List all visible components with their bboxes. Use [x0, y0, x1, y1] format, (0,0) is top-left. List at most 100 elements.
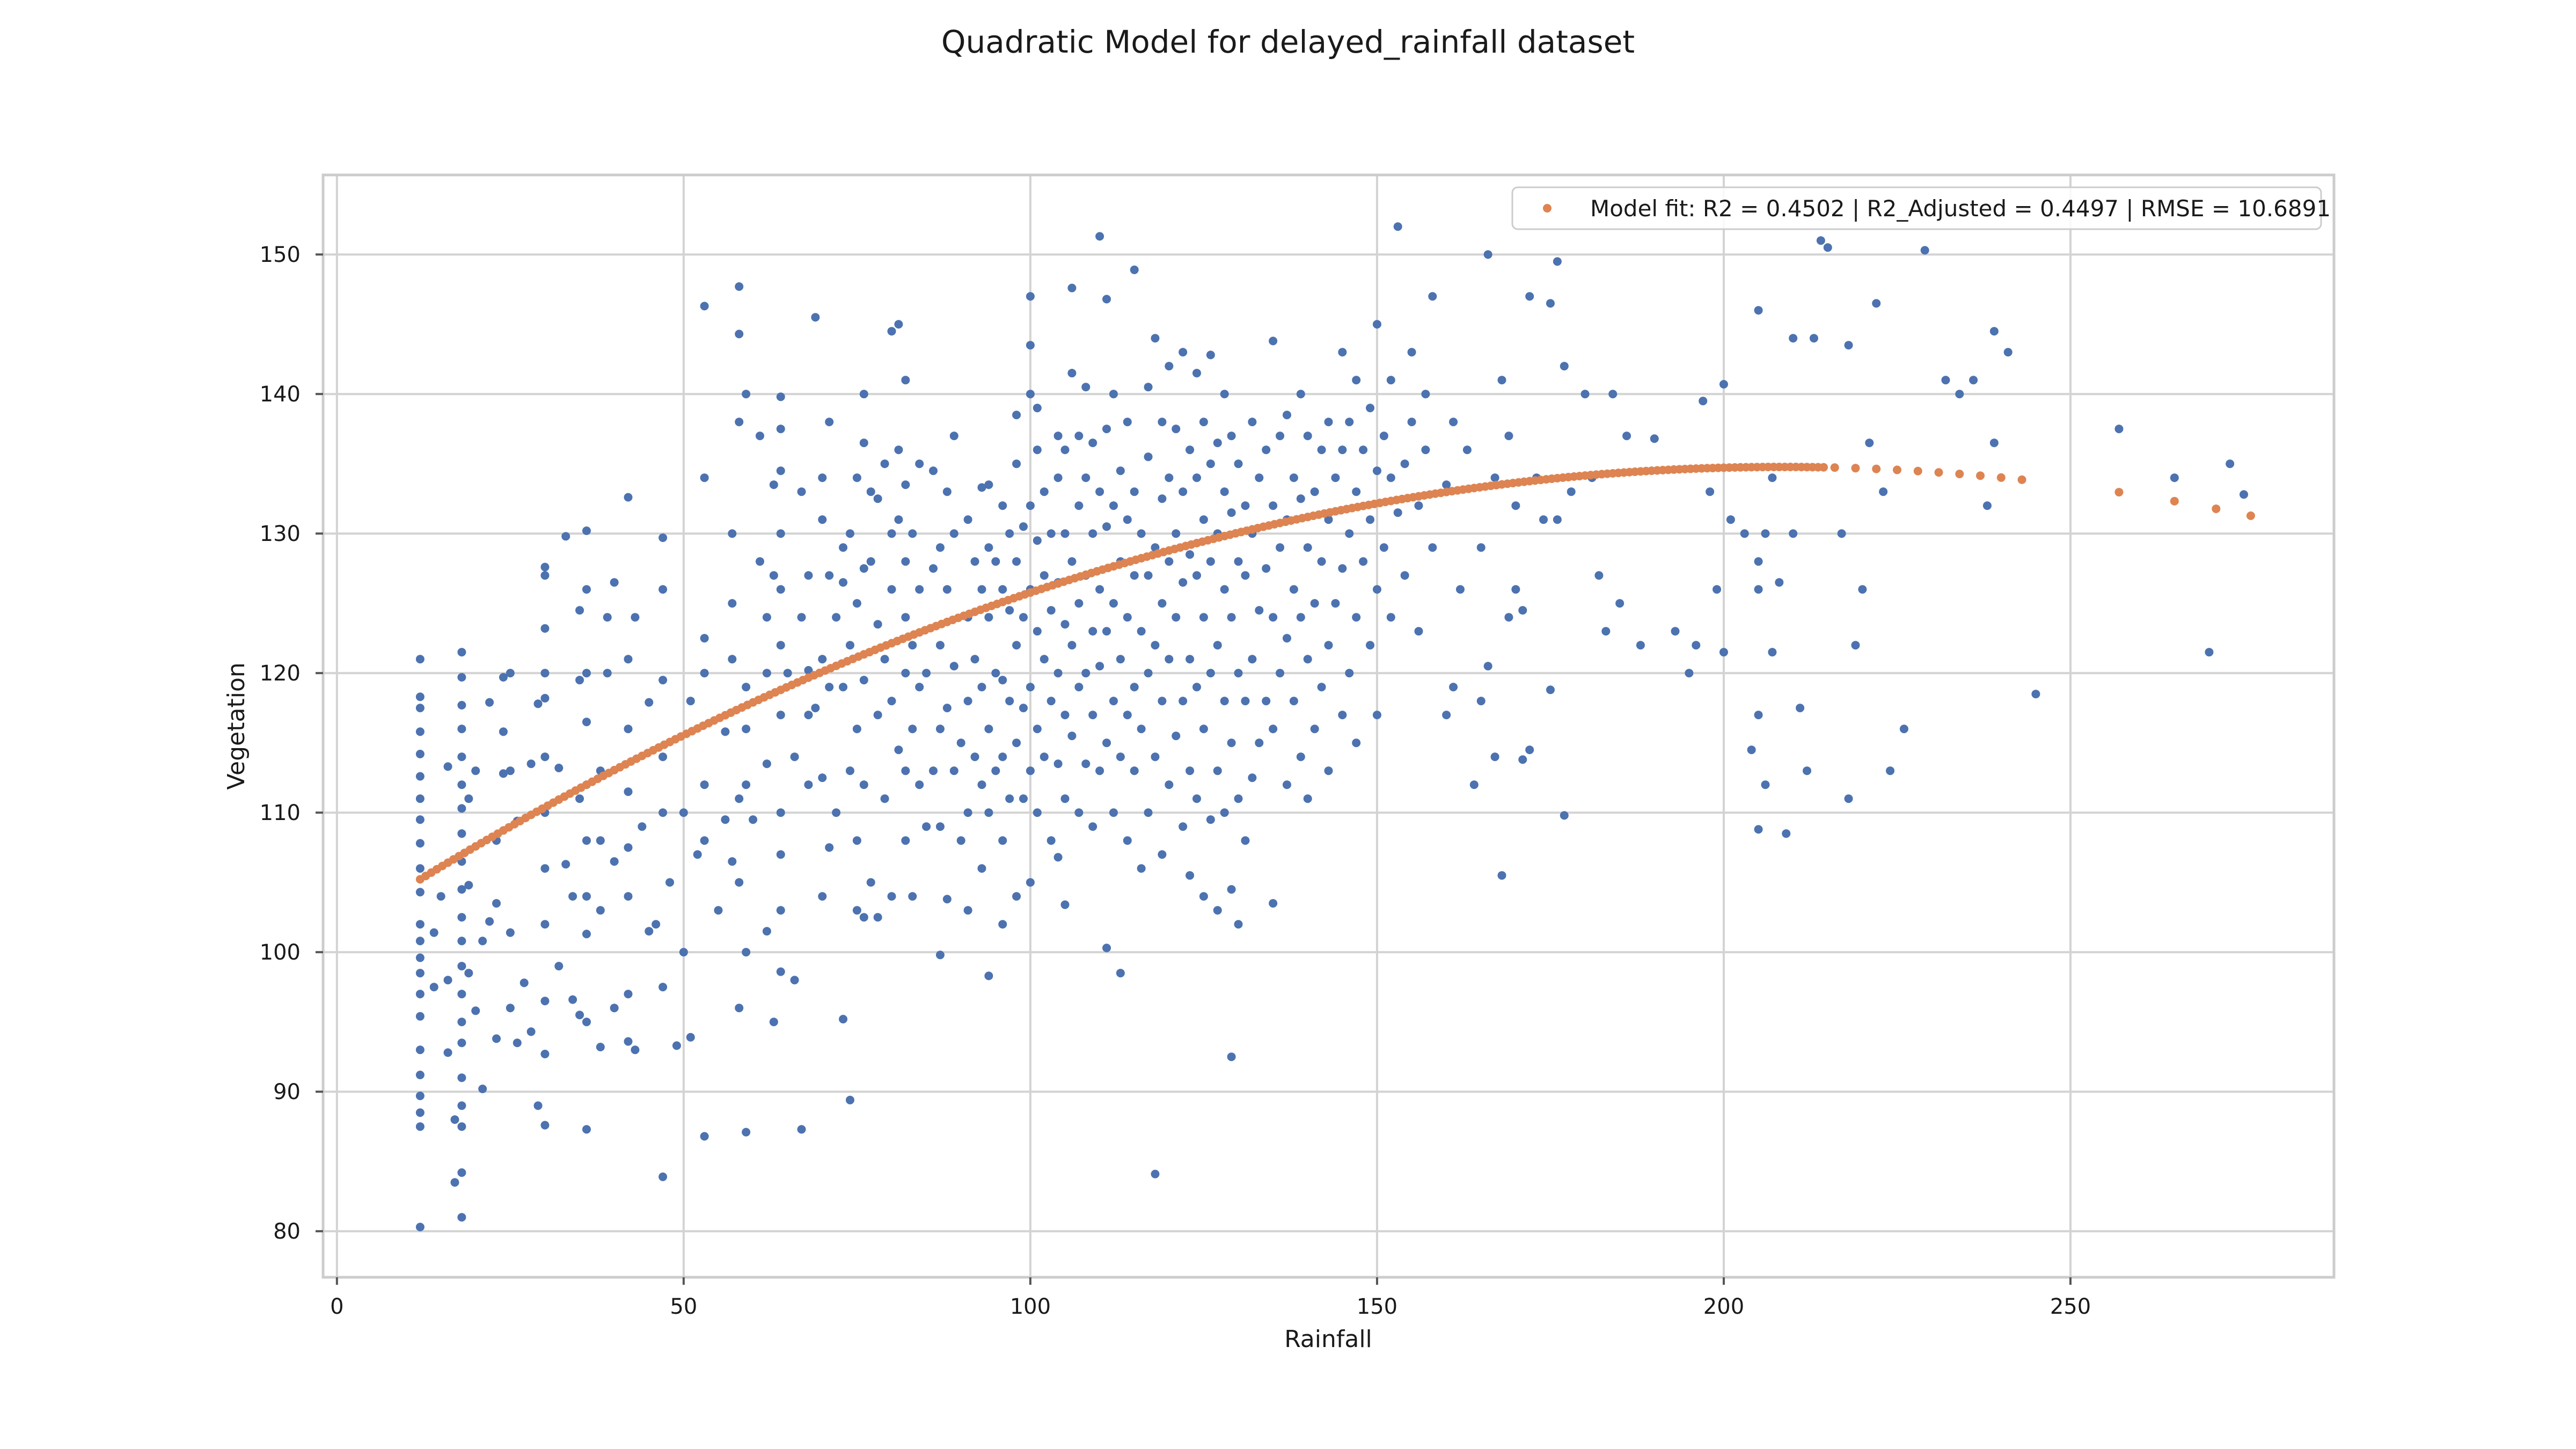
scatter-point	[887, 529, 896, 538]
scatter-point	[658, 585, 668, 594]
scatter-point	[457, 780, 466, 789]
scatter-point	[457, 936, 466, 946]
scatter-point	[1158, 418, 1167, 427]
plot-frame	[321, 173, 2336, 1279]
scatter-point	[1518, 606, 1527, 615]
scatter-point	[1151, 641, 1160, 650]
scatter-point	[1130, 571, 1139, 580]
scatter-point	[887, 697, 896, 706]
scatter-point	[811, 313, 820, 322]
scatter-point	[873, 913, 882, 922]
scatter-point	[1706, 487, 1715, 496]
scatter-point	[1137, 724, 1146, 734]
scatter-point	[1289, 697, 1298, 706]
scatter-point	[783, 669, 792, 678]
scatter-point	[457, 885, 466, 894]
scatter-point	[1324, 766, 1333, 775]
scatter-point	[1172, 529, 1181, 538]
scatter-point	[998, 676, 1007, 685]
scatter-point	[1761, 780, 1770, 789]
scatter-point	[1109, 697, 1118, 706]
scatter-point	[1754, 825, 1763, 834]
scatter-point	[554, 962, 564, 971]
scatter-point	[859, 676, 868, 685]
scatter-point	[839, 683, 848, 692]
scatter-point	[686, 697, 695, 706]
scatter-point	[1269, 724, 1278, 734]
scatter-point	[901, 836, 910, 845]
scatter-point	[1262, 697, 1271, 706]
scatter-point	[1102, 522, 1111, 531]
chart-title: Quadratic Model for delayed_rainfall dat…	[941, 24, 1635, 60]
scatter-point	[1095, 766, 1104, 775]
scatter-point	[1088, 822, 1097, 831]
scatter-point	[1192, 794, 1202, 803]
scatter-point	[1789, 334, 1798, 343]
scatter-point	[415, 1012, 425, 1021]
scatter-point	[1754, 557, 1763, 566]
scatter-point	[1699, 397, 1708, 406]
scatter-point	[1553, 515, 1562, 524]
scatter-point	[1081, 383, 1091, 392]
scatter-point	[457, 1213, 466, 1222]
scatter-point	[1428, 543, 1437, 552]
scatter-point	[1151, 1169, 1160, 1179]
scatter-point	[1692, 641, 1701, 650]
scatter-point	[735, 1004, 744, 1013]
scatter-point	[686, 1033, 695, 1042]
scatter-point	[804, 666, 813, 675]
scatter-point	[679, 948, 688, 957]
scatter-point	[526, 759, 536, 769]
scatter-point	[776, 711, 785, 720]
scatter-point	[582, 585, 591, 594]
scatter-point	[1844, 794, 1853, 803]
scatter-point	[1241, 836, 1250, 845]
scatter-points	[415, 222, 2249, 1232]
scatter-point	[825, 843, 834, 852]
scatter-point	[1019, 794, 1028, 803]
scatter-point	[839, 543, 848, 552]
scatter-point	[478, 936, 487, 946]
scatter-point	[922, 669, 931, 678]
scatter-point	[887, 892, 896, 901]
scatter-point	[1123, 836, 1132, 845]
scatter-point	[728, 529, 737, 538]
scatter-point	[658, 676, 668, 685]
scatter-point	[908, 724, 917, 734]
scatter-point	[728, 655, 737, 664]
scatter-point	[1740, 529, 1749, 538]
y-axis-label: Vegetation	[223, 662, 250, 789]
scatter-point	[1227, 431, 1236, 441]
scatter-point	[1823, 243, 1832, 252]
scatter-point	[776, 585, 785, 594]
scatter-point	[1067, 283, 1077, 292]
scatter-point	[1116, 466, 1125, 475]
scatter-point	[776, 466, 785, 475]
scatter-point	[1241, 571, 1250, 580]
scatter-point	[1379, 543, 1388, 552]
scatter-point	[1310, 599, 1319, 608]
scatter-point	[645, 927, 654, 936]
scatter-point	[700, 836, 709, 845]
scatter-point	[1033, 404, 1042, 413]
scatter-point	[533, 699, 543, 708]
scatter-point	[457, 804, 466, 813]
scatter-point	[1317, 683, 1326, 692]
scatter-point	[1636, 641, 1645, 650]
scatter-point	[1192, 571, 1202, 580]
scatter-point	[1754, 711, 1763, 720]
scatter-point	[1525, 745, 1534, 755]
scatter-point	[797, 1125, 806, 1134]
scatter-point	[1060, 445, 1070, 455]
x-axis-label: Rainfall	[1284, 1326, 1372, 1353]
scatter-point	[880, 459, 889, 469]
scatter-point	[984, 971, 993, 980]
scatter-point	[1338, 711, 1347, 720]
scatter-point	[2205, 648, 2214, 657]
scatter-point	[1102, 738, 1111, 748]
scatter-point	[1019, 522, 1028, 531]
scatter-point	[735, 282, 744, 291]
scatter-point	[1803, 766, 1812, 775]
scatter-point	[1511, 501, 1520, 510]
scatter-point	[1379, 431, 1388, 441]
